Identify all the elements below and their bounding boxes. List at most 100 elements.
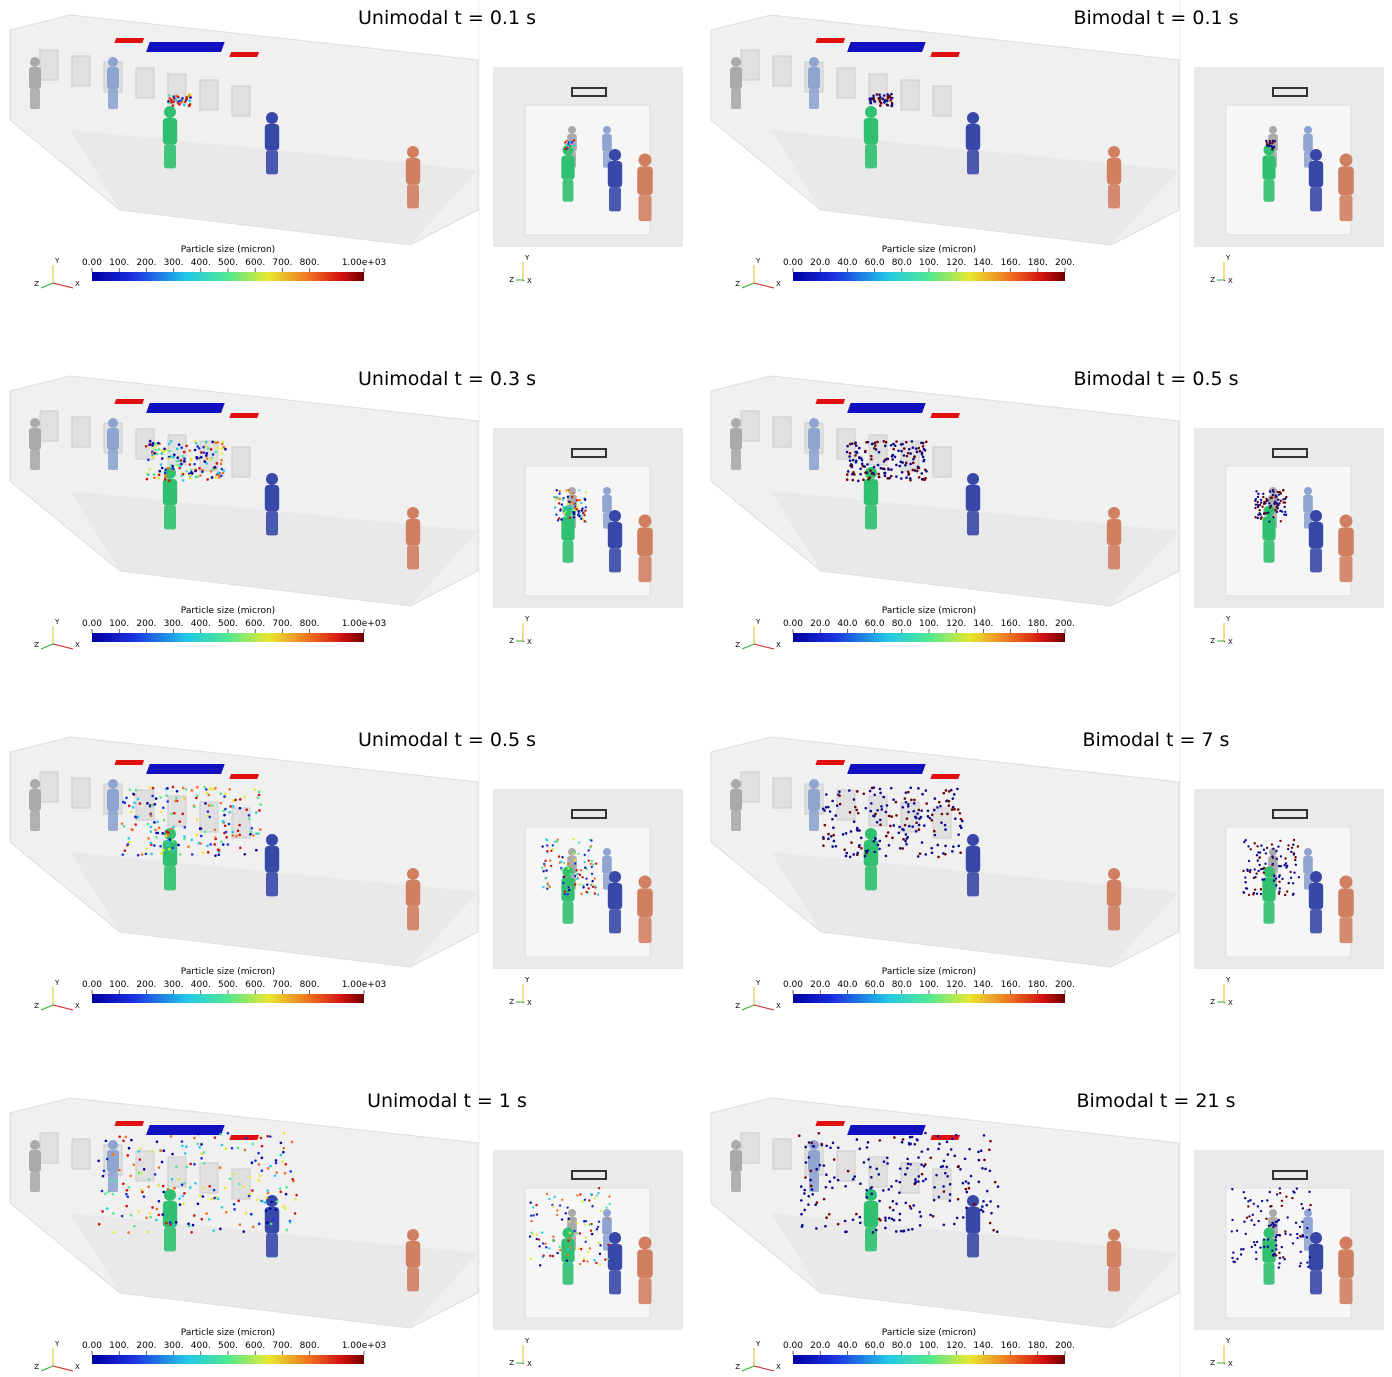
colorbar-tick-label: 300. bbox=[164, 1341, 184, 1351]
particle bbox=[888, 476, 891, 480]
particle bbox=[942, 1223, 946, 1227]
axis-label: Z bbox=[735, 280, 740, 288]
particle bbox=[1274, 1235, 1278, 1239]
particle bbox=[184, 1145, 188, 1148]
particle bbox=[851, 478, 855, 482]
particle bbox=[122, 824, 126, 828]
particle bbox=[155, 444, 159, 447]
particle bbox=[889, 786, 893, 790]
axis-x bbox=[1223, 279, 1226, 282]
particle bbox=[909, 462, 912, 466]
particle bbox=[913, 798, 916, 802]
particle bbox=[166, 786, 169, 790]
particle bbox=[1291, 882, 1295, 885]
particle bbox=[570, 501, 573, 504]
particle bbox=[869, 809, 873, 813]
particle bbox=[151, 442, 155, 445]
particle bbox=[1257, 1219, 1260, 1223]
particle bbox=[890, 96, 894, 100]
axis-label: Y bbox=[755, 257, 761, 265]
particle bbox=[257, 1179, 260, 1182]
colorbar-tick-label: 500. bbox=[218, 1341, 238, 1351]
seat bbox=[772, 777, 792, 809]
particle bbox=[855, 790, 859, 793]
axis-z bbox=[741, 282, 755, 289]
particle bbox=[184, 788, 188, 791]
figure-head bbox=[809, 57, 819, 67]
particle bbox=[188, 1224, 191, 1228]
particle bbox=[1242, 891, 1246, 895]
particle bbox=[904, 800, 908, 804]
particle bbox=[218, 1166, 222, 1169]
particle bbox=[266, 1134, 270, 1138]
particle bbox=[555, 489, 558, 492]
particle bbox=[967, 1186, 971, 1190]
particle bbox=[981, 1205, 984, 1208]
particle bbox=[155, 835, 158, 839]
figure-legs bbox=[1263, 540, 1275, 563]
figure-legs bbox=[865, 144, 877, 169]
particle bbox=[911, 468, 915, 472]
particle bbox=[1254, 499, 1257, 502]
seat bbox=[39, 1132, 59, 1164]
particle bbox=[1258, 856, 1262, 859]
particle bbox=[560, 503, 563, 506]
particle bbox=[537, 1238, 541, 1241]
figure-head bbox=[1339, 1236, 1353, 1250]
particle bbox=[138, 1158, 142, 1161]
particle bbox=[214, 836, 217, 839]
particle bbox=[925, 440, 928, 444]
particle bbox=[933, 797, 937, 800]
particle bbox=[151, 451, 155, 455]
particle bbox=[835, 804, 839, 807]
figure-body bbox=[730, 789, 742, 811]
particle bbox=[992, 1228, 995, 1232]
figure-head bbox=[1108, 868, 1120, 880]
particle bbox=[144, 444, 148, 448]
particle bbox=[160, 466, 164, 470]
particle bbox=[562, 506, 565, 509]
particle bbox=[591, 885, 595, 889]
figure-head bbox=[30, 779, 40, 789]
particle bbox=[587, 859, 590, 862]
particle bbox=[836, 1222, 840, 1226]
particle bbox=[822, 844, 825, 847]
particle bbox=[193, 1162, 196, 1166]
particle bbox=[810, 1141, 814, 1145]
particle bbox=[1269, 1223, 1273, 1227]
figure-head bbox=[809, 418, 819, 428]
particle bbox=[209, 786, 213, 790]
particle bbox=[1293, 871, 1296, 874]
colorbar-tick-label: 40.0 bbox=[837, 619, 857, 629]
particle bbox=[270, 1200, 274, 1204]
figure-body bbox=[1262, 516, 1276, 541]
figure-head bbox=[1310, 149, 1322, 161]
particle bbox=[1294, 856, 1297, 859]
figure-head bbox=[603, 487, 611, 495]
particle bbox=[884, 1216, 887, 1220]
particle bbox=[957, 844, 961, 848]
side-inner bbox=[524, 104, 651, 236]
particle bbox=[855, 826, 859, 830]
particle bbox=[917, 1180, 920, 1183]
particle bbox=[1279, 492, 1283, 495]
particle bbox=[901, 805, 905, 809]
particle bbox=[204, 788, 208, 791]
axis-label: Y bbox=[1225, 1337, 1231, 1345]
axis-label: Z bbox=[735, 641, 740, 649]
figure-head bbox=[967, 1195, 979, 1207]
particle bbox=[530, 1231, 533, 1234]
particle bbox=[597, 1241, 600, 1244]
particle bbox=[160, 1160, 164, 1164]
figure-head bbox=[1310, 1232, 1322, 1244]
particle bbox=[967, 1181, 970, 1185]
particle bbox=[559, 1248, 562, 1252]
particle bbox=[921, 445, 925, 448]
particle bbox=[220, 1143, 224, 1147]
colorbar-tick-label: 40.0 bbox=[837, 980, 857, 990]
particle bbox=[921, 1179, 925, 1183]
particle bbox=[988, 1148, 991, 1152]
particle bbox=[172, 100, 175, 103]
axis-label: X bbox=[75, 280, 80, 288]
